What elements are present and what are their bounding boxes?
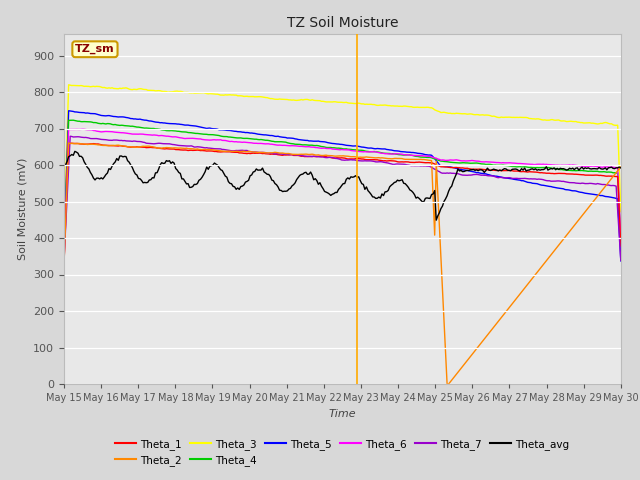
- Theta_2: [65, 140, 72, 146]
- Line: Theta_4: Theta_4: [64, 120, 621, 252]
- Theta_4: [255, 137, 263, 143]
- Theta_avg: [71, 148, 79, 154]
- Theta_4: [305, 142, 313, 148]
- Line: Theta_2: Theta_2: [64, 143, 621, 384]
- Theta_4: [60, 250, 68, 255]
- Theta_5: [65, 108, 72, 114]
- Line: Theta_3: Theta_3: [64, 85, 621, 234]
- Theta_1: [130, 144, 138, 150]
- Theta_avg: [255, 167, 263, 173]
- Theta_1: [305, 154, 313, 159]
- Theta_7: [617, 257, 625, 263]
- Theta_2: [130, 144, 138, 150]
- Theta_3: [65, 82, 72, 88]
- Theta_5: [228, 128, 236, 133]
- Y-axis label: Soil Moisture (mV): Soil Moisture (mV): [17, 157, 28, 260]
- Theta_avg: [617, 165, 625, 171]
- Theta_6: [79, 126, 86, 132]
- Theta_3: [228, 92, 236, 98]
- Theta_2: [617, 164, 625, 170]
- Theta_3: [130, 86, 138, 92]
- Theta_2: [589, 199, 596, 205]
- Theta_6: [255, 141, 263, 146]
- Theta_5: [617, 258, 625, 264]
- Theta_4: [617, 241, 625, 247]
- X-axis label: Time: Time: [328, 408, 356, 419]
- Theta_avg: [228, 181, 236, 187]
- Theta_avg: [60, 162, 68, 168]
- Theta_5: [130, 116, 138, 122]
- Theta_7: [255, 150, 263, 156]
- Theta_3: [255, 94, 263, 99]
- Theta_7: [130, 138, 138, 144]
- Theta_5: [60, 244, 68, 250]
- Line: Theta_avg: Theta_avg: [64, 151, 621, 220]
- Line: Theta_6: Theta_6: [64, 129, 621, 257]
- Theta_avg: [589, 166, 596, 171]
- Theta_2: [246, 149, 254, 155]
- Theta_1: [228, 149, 236, 155]
- Theta_3: [588, 120, 595, 126]
- Text: TZ_sm: TZ_sm: [75, 44, 115, 54]
- Theta_7: [588, 180, 595, 186]
- Line: Theta_7: Theta_7: [64, 136, 621, 260]
- Theta_1: [246, 151, 254, 156]
- Theta_5: [246, 130, 254, 136]
- Theta_6: [130, 131, 138, 137]
- Theta_3: [60, 231, 68, 237]
- Theta_avg: [246, 173, 254, 179]
- Theta_avg: [130, 168, 138, 174]
- Line: Theta_5: Theta_5: [64, 111, 621, 261]
- Theta_2: [305, 152, 313, 157]
- Theta_5: [588, 191, 595, 197]
- Theta_avg: [433, 217, 440, 223]
- Legend: Theta_1, Theta_2, Theta_3, Theta_4, Theta_5, Theta_6, Theta_7, Theta_avg: Theta_1, Theta_2, Theta_3, Theta_4, Thet…: [111, 434, 573, 470]
- Theta_1: [60, 261, 68, 267]
- Theta_6: [228, 139, 236, 144]
- Theta_4: [228, 134, 236, 140]
- Theta_6: [246, 140, 254, 145]
- Theta_4: [130, 123, 138, 129]
- Theta_3: [305, 97, 313, 103]
- Theta_3: [617, 209, 625, 215]
- Theta_1: [68, 140, 76, 146]
- Title: TZ Soil Moisture: TZ Soil Moisture: [287, 16, 398, 30]
- Theta_6: [305, 144, 313, 150]
- Theta_6: [60, 254, 68, 260]
- Line: Theta_1: Theta_1: [64, 143, 621, 264]
- Theta_2: [60, 261, 68, 266]
- Theta_1: [588, 172, 595, 178]
- Theta_4: [70, 117, 77, 123]
- Theta_avg: [305, 171, 313, 177]
- Theta_4: [246, 136, 254, 142]
- Theta_1: [617, 243, 625, 249]
- Theta_7: [246, 149, 254, 155]
- Theta_1: [255, 150, 263, 156]
- Theta_2: [255, 149, 263, 155]
- Theta_5: [305, 138, 313, 144]
- Theta_2: [228, 148, 236, 154]
- Theta_6: [617, 237, 625, 243]
- Theta_7: [67, 133, 74, 139]
- Theta_3: [246, 94, 254, 99]
- Theta_7: [60, 257, 68, 263]
- Theta_4: [588, 168, 595, 174]
- Theta_7: [305, 154, 313, 159]
- Theta_6: [588, 163, 595, 169]
- Theta_7: [228, 148, 236, 154]
- Theta_5: [255, 132, 263, 137]
- Theta_2: [444, 381, 451, 387]
